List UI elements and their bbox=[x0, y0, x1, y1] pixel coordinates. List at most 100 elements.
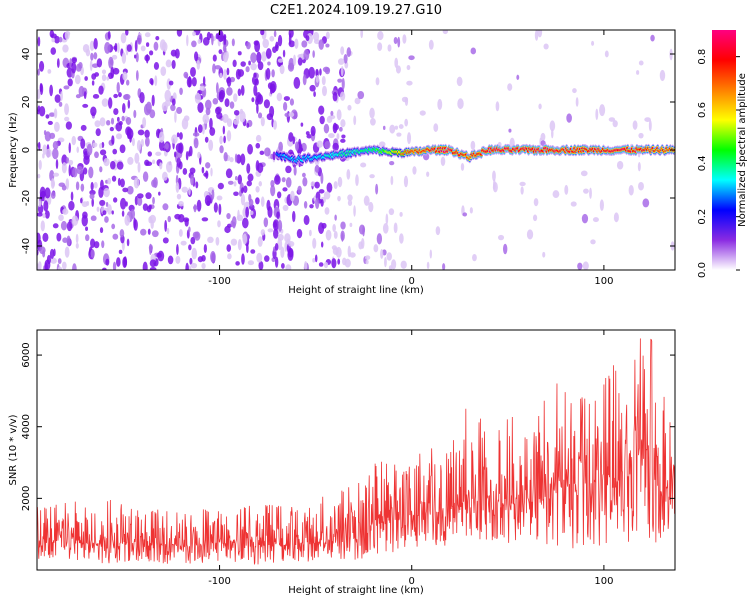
spectrogram-noise-blob bbox=[81, 201, 88, 208]
spectrogram-noise-blob bbox=[287, 62, 295, 72]
spectrogram-noise-blob bbox=[319, 115, 325, 125]
spectrogram-noise-blob bbox=[140, 139, 144, 147]
spectrogram-noise-blob bbox=[76, 166, 84, 175]
spectrogram-noise-blob bbox=[116, 82, 120, 94]
spectrogram-noise-blob bbox=[71, 57, 77, 64]
spectrogram-noise-blob bbox=[265, 48, 272, 59]
spectrogram-noise-blob bbox=[589, 187, 592, 199]
spectrogram-noise-blob bbox=[334, 214, 337, 221]
spectrogram-noise-blob bbox=[219, 145, 224, 154]
spectrogram-noise-blob bbox=[322, 66, 330, 73]
spectrogram-noise-blob bbox=[150, 219, 154, 230]
spectrogram-noise-blob bbox=[507, 83, 513, 91]
spectrogram-noise-blob bbox=[246, 122, 250, 128]
spectrogram-noise-blob bbox=[269, 35, 275, 42]
spectrogram-noise-blob bbox=[149, 50, 154, 56]
spectrogram-noise-blob bbox=[176, 157, 181, 168]
spectrogram-noise-blob bbox=[340, 138, 346, 143]
spectrogram-noise-blob bbox=[53, 172, 60, 177]
spectrogram-noise-blob bbox=[274, 243, 279, 251]
spectrogram-noise-blob bbox=[542, 251, 546, 258]
spectrogram-noise-blob bbox=[303, 49, 310, 61]
spectrogram-noise-blob bbox=[226, 130, 232, 142]
spectrogram-noise-blob bbox=[457, 98, 464, 110]
spectrogram-noise-blob bbox=[270, 179, 275, 188]
spectrogram-noise-blob bbox=[353, 205, 356, 217]
spectrogram-noise-blob bbox=[400, 260, 407, 269]
spectrogram-noise-blob bbox=[61, 261, 67, 270]
spectrogram-noise-blob bbox=[125, 30, 129, 36]
spectrogram-noise-blob bbox=[272, 151, 276, 161]
spectrogram-noise-blob bbox=[242, 217, 249, 229]
spectrogram-noise-blob bbox=[180, 240, 187, 246]
spectrogram-noise-blob bbox=[519, 181, 526, 187]
spectrogram-noise-blob bbox=[58, 214, 64, 221]
spectrogram-noise-blob bbox=[38, 159, 42, 170]
spectrogram-noise-blob bbox=[113, 93, 119, 99]
spectrogram-noise-blob bbox=[256, 103, 259, 114]
spectrogram-noise-blob bbox=[37, 173, 41, 179]
spectrogram-noise-blob bbox=[39, 60, 45, 72]
spectrogram-noise-blob bbox=[326, 115, 333, 124]
spectrogram-noise-blob bbox=[296, 228, 303, 239]
spectrogram-x-ticks: -100 0 100 bbox=[208, 30, 613, 287]
spectrogram-noise-blob bbox=[142, 203, 149, 211]
spectrogram-noise-blob bbox=[347, 245, 351, 258]
spectrogram-noise-blob bbox=[308, 66, 316, 79]
spectrogram-noise-blob bbox=[89, 60, 93, 72]
spectrogram-noise-blob bbox=[234, 153, 238, 163]
spectrogram-noise-blob bbox=[42, 153, 45, 159]
spectrogram-noise-blob bbox=[136, 196, 143, 206]
spectrogram-noise-blob bbox=[340, 230, 345, 241]
spectrogram-noise-blob bbox=[263, 99, 270, 109]
spectrogram-noise-blob bbox=[107, 97, 113, 109]
spectrogram-noise-blob bbox=[152, 159, 156, 164]
colorbar-label: Normalized spectral amplitude bbox=[737, 73, 748, 227]
snr-x-label: Height of straight line (km) bbox=[288, 585, 424, 596]
spectrogram-noise-blob bbox=[37, 212, 43, 217]
spectrogram-noise-blob bbox=[406, 80, 413, 86]
spectrogram-noise-blob bbox=[325, 31, 330, 40]
spectrogram-noise-blob bbox=[332, 91, 338, 102]
spectrogram-noise-blob bbox=[390, 175, 394, 186]
spectrogram-noise-blob bbox=[472, 253, 477, 262]
spectrogram-noise-blob bbox=[360, 238, 365, 250]
spectrogram-noise-blob bbox=[93, 241, 100, 249]
spectrogram-noise-blob bbox=[259, 150, 265, 156]
spectrogram-noise-blob bbox=[532, 214, 538, 222]
spectrogram-noise-blob bbox=[273, 228, 279, 239]
figure-title: C2E1.2024.109.19.27.G10 bbox=[270, 3, 442, 18]
spectrogram-noise-blob bbox=[151, 179, 157, 188]
spectrogram-noise-blob bbox=[131, 137, 135, 147]
spectrogram-noise-blob bbox=[470, 140, 476, 151]
spectrogram-noise-blob bbox=[347, 199, 353, 206]
spectrogram-noise-blob bbox=[398, 124, 404, 130]
spectrogram-noise-blob bbox=[276, 92, 283, 102]
spectrogram-noise-blob bbox=[114, 42, 118, 52]
spectrogram-noise-blob bbox=[608, 117, 616, 122]
spectrogram-noise-blob bbox=[155, 36, 160, 41]
spectrogram-noise-blob bbox=[96, 58, 103, 68]
spectrogram-noise-blob bbox=[83, 91, 87, 100]
spectrogram-noise-blob bbox=[54, 94, 61, 103]
spectrogram-noise-blob bbox=[47, 120, 53, 125]
spectrogram-noise-blob bbox=[575, 97, 579, 107]
spectrogram-noise-blob bbox=[57, 258, 62, 265]
spectrogram-noise-blob bbox=[76, 146, 80, 153]
spectrogram-noise-blob bbox=[125, 126, 132, 136]
spectrogram-noise-blob bbox=[212, 63, 216, 74]
spectrogram-noise-blob bbox=[269, 84, 273, 95]
spectrogram-noise-blob bbox=[43, 200, 49, 212]
spectrogram-noise-blob bbox=[40, 220, 45, 232]
x-tick-label: -100 bbox=[208, 276, 231, 287]
spectrogram-noise-blob bbox=[116, 42, 120, 54]
spectrogram-noise-blob bbox=[53, 108, 58, 119]
spectrogram-noise-blob bbox=[592, 217, 599, 223]
spectrogram-noise-blob bbox=[56, 58, 60, 69]
y-tick-label: 2000 bbox=[21, 486, 32, 511]
spectrogram-noise-blob bbox=[144, 32, 151, 38]
spectrogram-noise-blob bbox=[245, 66, 250, 73]
spectrogram-noise-blob bbox=[144, 159, 150, 166]
spectrogram-noise-blob bbox=[48, 112, 56, 117]
spectrogram-noise-blob bbox=[201, 217, 209, 222]
